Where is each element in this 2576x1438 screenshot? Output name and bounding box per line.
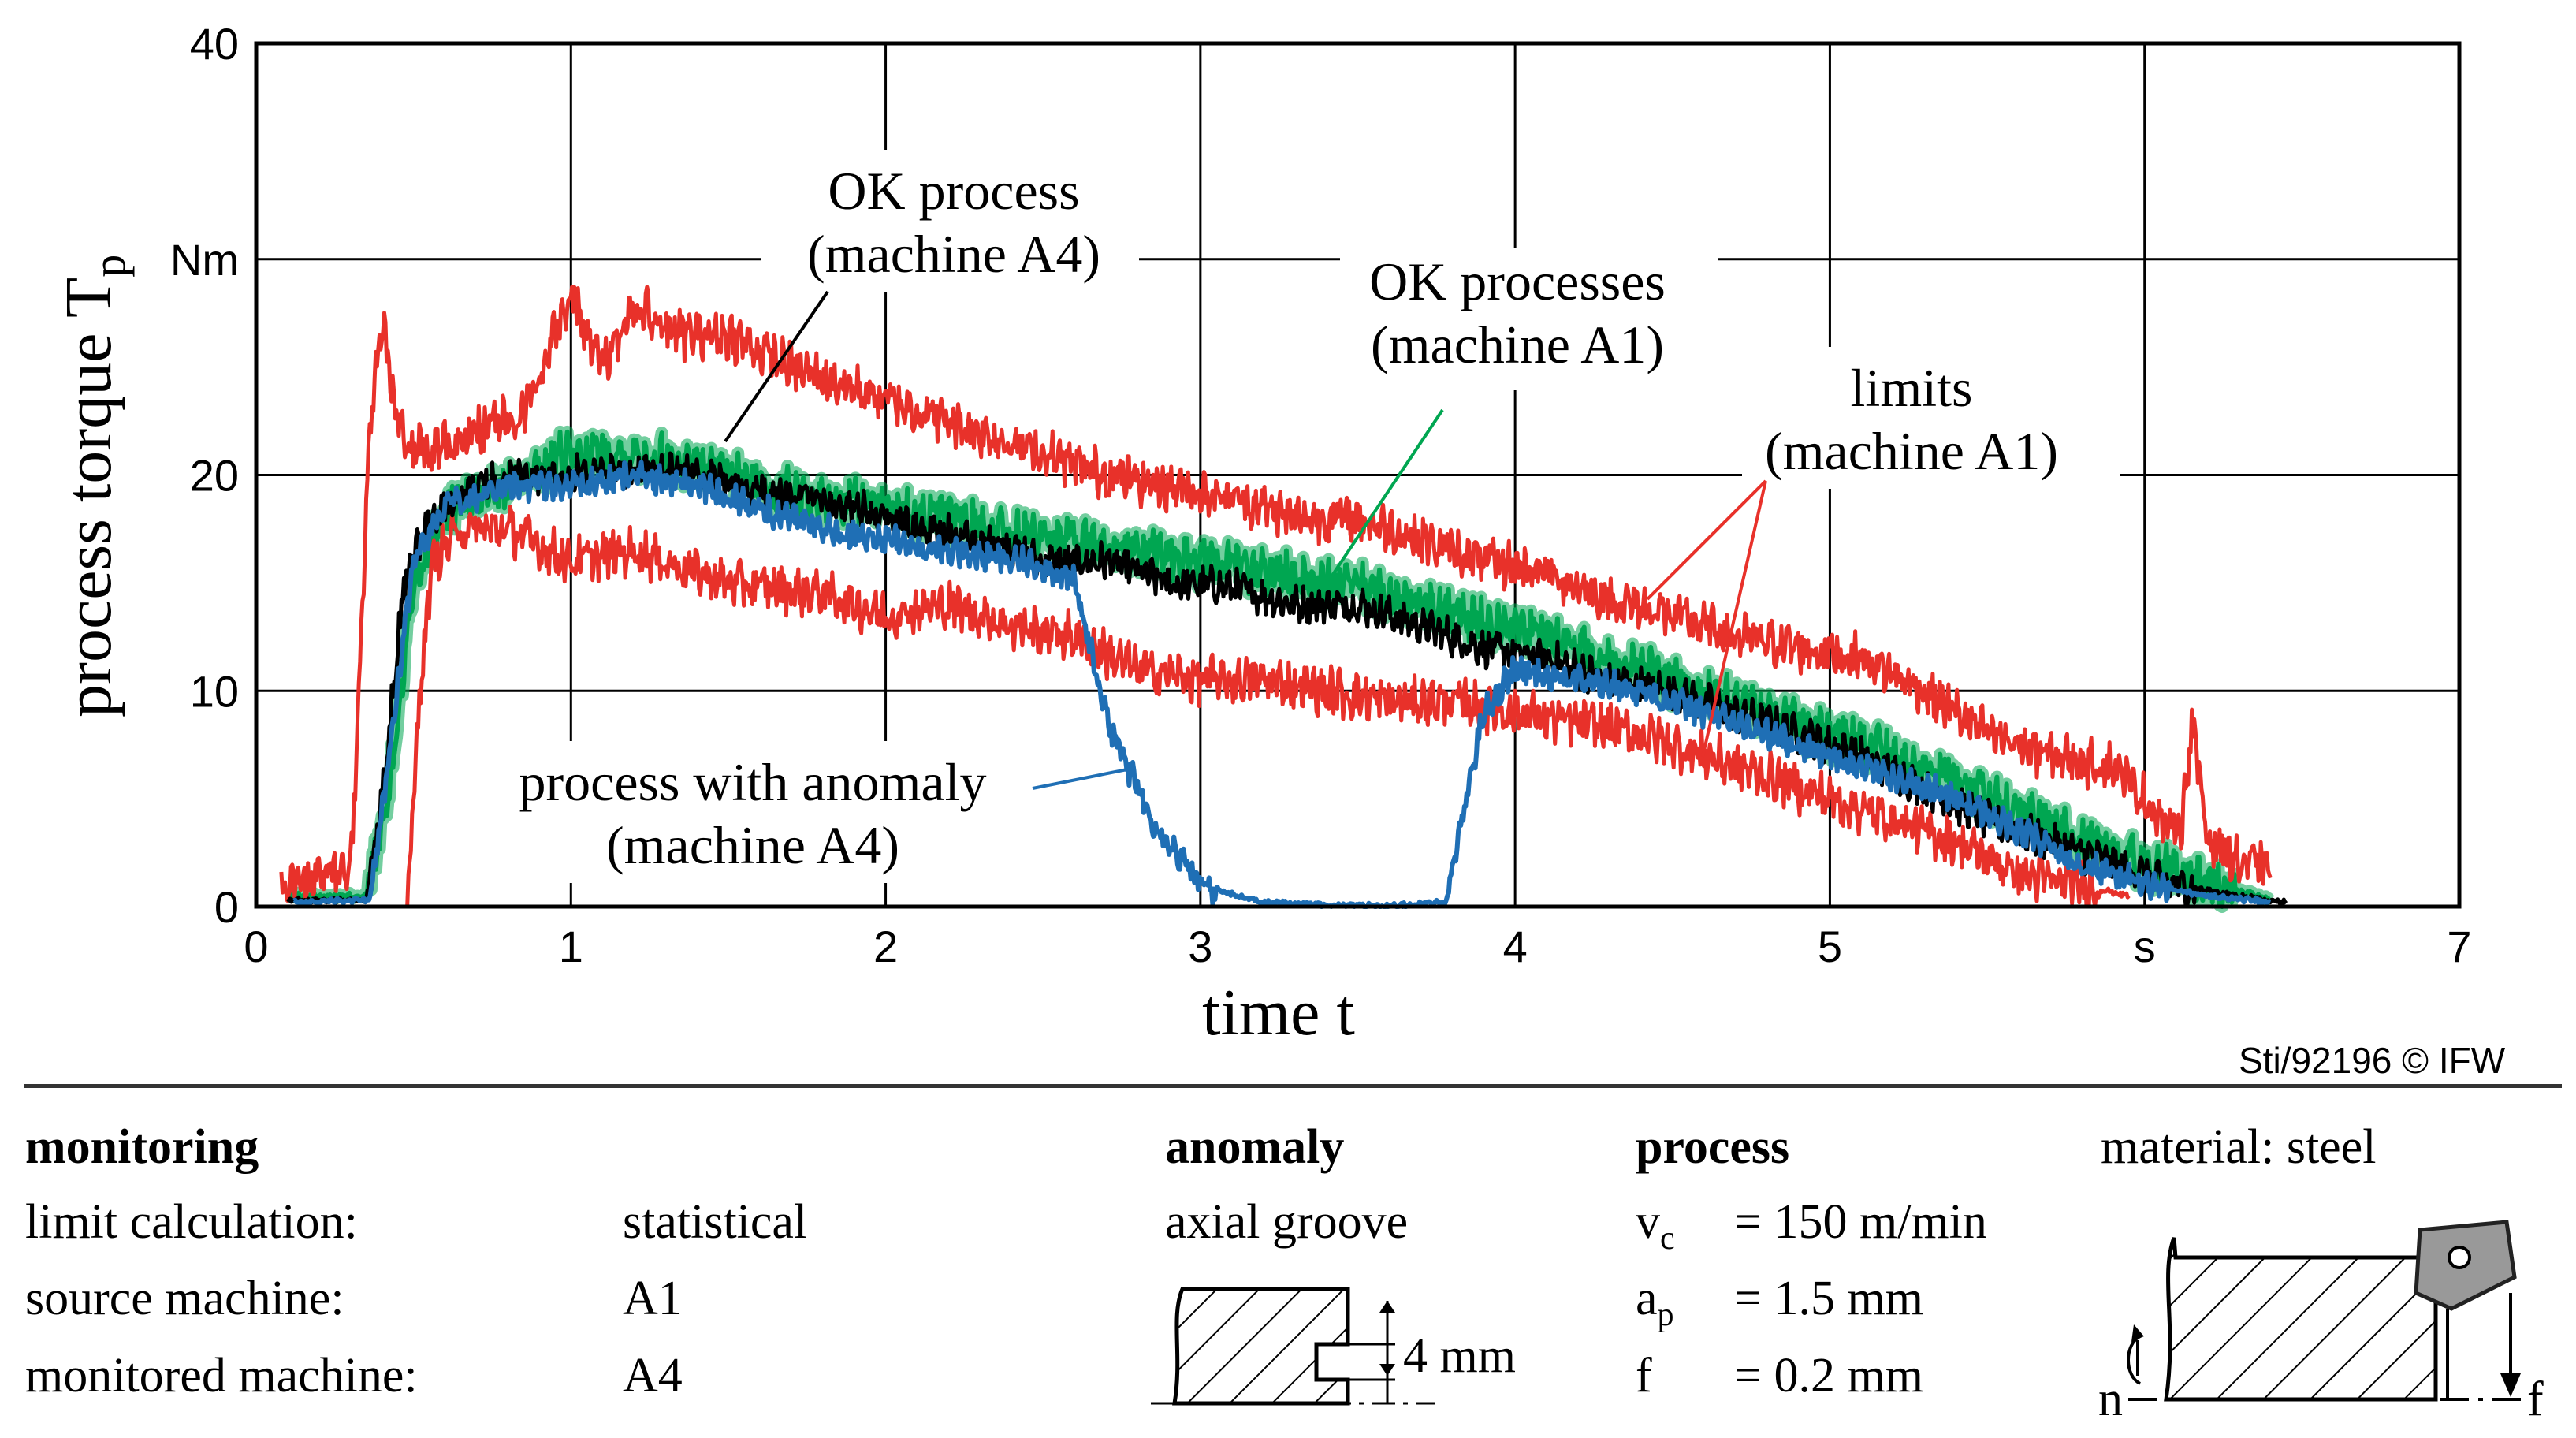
process-ap-value: = 1.5 mm — [1734, 1272, 1923, 1325]
series-lines — [279, 285, 2288, 913]
annotation-anomaly-line2: (machine A4) — [606, 815, 899, 875]
process-heading: process — [1636, 1120, 1790, 1174]
x-tick-label-5: 5 — [1818, 922, 1842, 971]
annotation-limits-line1: limits — [1851, 358, 1973, 418]
annotation-ok-a1-line1: OK processes — [1369, 251, 1666, 311]
series-line-lower-limit — [405, 505, 2131, 909]
x-tick-label-3: 3 — [1188, 922, 1212, 971]
process-ap-symbol: ap — [1636, 1272, 1674, 1333]
process-f-symbol: f — [1636, 1349, 1652, 1403]
monitoring-value-2: A4 — [623, 1349, 683, 1403]
annotation-ok-a4-line1: OK process — [828, 161, 1079, 221]
series-line-anomaly-a4 — [292, 460, 2272, 909]
x-tick-label-7: 7 — [2447, 922, 2471, 971]
material-label: material: steel — [2101, 1120, 2377, 1174]
anomaly-type: axial groove — [1165, 1195, 1409, 1249]
x-tick-label-0: 0 — [244, 922, 268, 971]
series-line-upper-limit — [279, 285, 2273, 903]
divider — [24, 1084, 2562, 1088]
annotation-anomaly: process with anomaly (machine A4) — [489, 741, 1132, 883]
groove-sketch: 4 mm — [1151, 1287, 1516, 1406]
x-tick-label-1: 1 — [559, 922, 583, 971]
turning-sketch: f n — [2098, 1220, 2544, 1426]
annotation-limits-line2: (machine A1) — [1765, 421, 2058, 481]
annotation-ok-a1: OK processes (machine A1) — [1331, 248, 1718, 577]
x-tick-label-2: 2 — [873, 922, 898, 971]
monitoring-value-0: statistical — [623, 1195, 808, 1249]
y-tick-label-0: 0 — [214, 882, 239, 932]
process-vc-value: = 150 m/min — [1734, 1195, 1987, 1249]
annotation-limits: limits (machine A1) — [1646, 347, 2120, 758]
y-axis-label: process torque Tp — [52, 255, 135, 717]
monitoring-label-1: source machine: — [25, 1272, 344, 1325]
plot-frame — [254, 41, 2462, 909]
credit: Sti/92196 © IFW — [2239, 1040, 2506, 1081]
annotation-ok-a4: OK process (machine A4) — [724, 150, 1139, 443]
y-tick-label-2: 20 — [190, 451, 239, 501]
monitoring-value-1: A1 — [623, 1272, 683, 1325]
annotation-ok-a1-line2: (machine A1) — [1371, 315, 1664, 374]
annotation-ok-a4-line2: (machine A4) — [807, 224, 1100, 284]
y-tick-label-1: 10 — [190, 666, 239, 716]
process-ap-sub: p — [1657, 1297, 1674, 1333]
tick-labels: 0 1 2 3 4 5 s 7 0 10 20 Nm 40 — [170, 19, 2472, 971]
process-vc-symbol: vc — [1636, 1195, 1675, 1257]
annotation-anomaly-line1: process with anomaly — [519, 752, 987, 812]
x-tick-label-6: s — [2134, 922, 2156, 971]
x-axis-label: time t — [1202, 976, 1355, 1049]
y-axis-label-sub: p — [84, 255, 135, 278]
process-f-value: = 0.2 mm — [1734, 1349, 1923, 1403]
feed-label: f — [2527, 1373, 2544, 1426]
monitoring-label-2: monitored machine: — [25, 1349, 418, 1403]
monitoring-heading: monitoring — [25, 1120, 259, 1174]
torque-chart: 0 1 2 3 4 5 s 7 0 10 20 Nm 40 process torque Tp time… — [52, 19, 2472, 1049]
series-line-ok-a1 — [286, 429, 2272, 909]
monitoring-label-0: limit calculation: — [25, 1195, 358, 1249]
process-vc-sub: c — [1660, 1220, 1675, 1257]
rotation-label: n — [2098, 1373, 2123, 1426]
y-tick-label-4: 40 — [190, 19, 239, 69]
anomaly-dimension: 4 mm — [1403, 1329, 1516, 1383]
x-tick-label-4: 4 — [1503, 922, 1528, 971]
anomaly-heading: anomaly — [1165, 1120, 1345, 1174]
y-tick-label-3: Nm — [170, 235, 239, 285]
